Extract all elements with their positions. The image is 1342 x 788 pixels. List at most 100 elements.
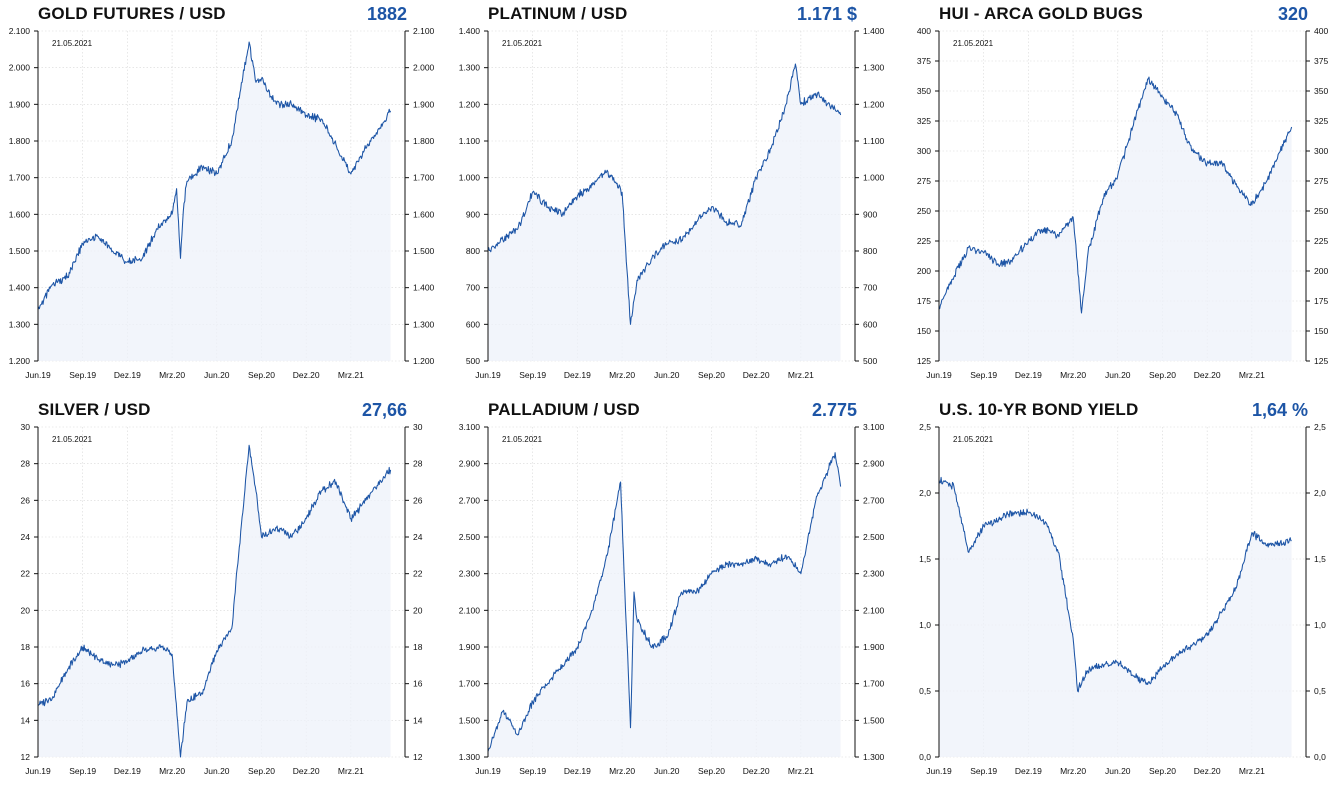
- y-tick-label-right: 22: [413, 569, 423, 579]
- series-line: [37, 41, 392, 310]
- y-tick-label-left: 300: [917, 146, 931, 156]
- chart-title: PLATINUM / USD: [488, 4, 628, 23]
- y-tick-label-right: 325: [1314, 116, 1328, 126]
- chart-palladium: 1.300 1.300 1.500 1.500 1.700 1.700 1.900 1.900…: [459, 422, 885, 776]
- y-tick-label-left: 20: [21, 605, 31, 615]
- series-area: [38, 445, 391, 757]
- y-tick-label-right: 1.400: [413, 283, 435, 293]
- series-area: [488, 64, 841, 361]
- y-tick-label-right: 225: [1314, 236, 1328, 246]
- x-tick-label: Sep.19: [519, 370, 546, 380]
- y-tick-label-left: 375: [917, 56, 931, 66]
- y-tick-label-left: 325: [917, 116, 931, 126]
- y-tick-label-right: 1.000: [863, 173, 885, 183]
- x-tick-label: Dez.19: [1015, 370, 1042, 380]
- current-value: 1,64 %: [1251, 400, 1308, 420]
- x-tick-label: Mrz.20: [609, 370, 635, 380]
- y-tick-label-right: 2.500: [863, 532, 885, 542]
- y-tick-label-left: 22: [21, 569, 31, 579]
- y-tick-label-left: 30: [21, 422, 31, 432]
- y-tick-label-left: 2.500: [459, 532, 481, 542]
- x-tick-label: Dez.20: [293, 370, 320, 380]
- series-area: [38, 42, 391, 361]
- chart-title: GOLD FUTURES / USD: [38, 4, 226, 23]
- chart-silver: 12 12 14 14 16 16 18 18 20 20 22 22 24 24 26 26 28 28 30 30…: [21, 422, 423, 776]
- y-tick-label-left: 1.800: [9, 136, 31, 146]
- chart-title: U.S. 10-YR BOND YIELD: [939, 400, 1139, 419]
- y-tick-label-left: 1.300: [9, 319, 31, 329]
- y-tick-label-right: 150: [1314, 326, 1328, 336]
- y-tick-label-left: 0,0: [919, 752, 931, 762]
- chart-platinum: 500 500 600 600 700 700 800 800 900 900 1.000 1.000…: [459, 26, 885, 380]
- y-tick-label-right: 28: [413, 459, 423, 469]
- y-tick-label-left: 0,5: [919, 686, 931, 696]
- y-tick-label-right: 0,5: [1314, 686, 1326, 696]
- current-value: 320: [1277, 4, 1308, 24]
- y-tick-label-right: 3.100: [863, 422, 885, 432]
- y-tick-label-right: 1.300: [863, 63, 885, 73]
- x-tick-label: Jun.20: [654, 370, 680, 380]
- series-line: [487, 452, 842, 752]
- y-tick-label-left: 14: [21, 715, 31, 725]
- y-tick-label-left: 18: [21, 642, 31, 652]
- y-tick-label-left: 1.300: [459, 752, 481, 762]
- x-tick-label: Mrz.20: [1060, 766, 1086, 776]
- x-tick-label: Sep.20: [698, 766, 725, 776]
- x-tick-label: Jun.19: [926, 370, 952, 380]
- y-tick-label-right: 1.200: [863, 99, 885, 109]
- y-tick-label-left: 700: [466, 283, 480, 293]
- x-tick-label: Mrz.21: [338, 766, 364, 776]
- y-tick-label-right: 1.800: [413, 136, 435, 146]
- y-tick-label-left: 1.000: [459, 173, 481, 183]
- y-tick-label-left: 12: [21, 752, 31, 762]
- chart-panel-bond-yield: 0,0 0,0 0,5 0,5 1,0 1,0 1,5 1,5 2,0 2,0 2,5 2,5 Jun.…: [901, 396, 1342, 788]
- y-tick-label-right: 125: [1314, 356, 1328, 366]
- chart-gold: 1.200 1.200 1.300 1.300 1.400 1.400 1.500 1.500…: [9, 26, 435, 380]
- y-tick-label-left: 1.900: [9, 99, 31, 109]
- y-tick-label-left: 1.700: [459, 679, 481, 689]
- series-line: [487, 63, 842, 325]
- x-tick-label: Dez.19: [114, 370, 141, 380]
- y-tick-label-left: 28: [21, 459, 31, 469]
- y-tick-label-left: 1.500: [459, 715, 481, 725]
- y-tick-label-left: 350: [917, 86, 931, 96]
- y-tick-label-left: 2.000: [9, 63, 31, 73]
- x-tick-label: Sep.19: [970, 370, 997, 380]
- x-tick-label: Dez.19: [1015, 766, 1042, 776]
- x-tick-label: Sep.19: [69, 370, 96, 380]
- x-tick-label: Mrz.21: [788, 766, 814, 776]
- y-tick-label-right: 2,0: [1314, 488, 1326, 498]
- y-tick-label-right: 250: [1314, 206, 1328, 216]
- date-label: 21.05.2021: [953, 435, 994, 444]
- chart-title: PALLADIUM / USD: [488, 400, 640, 419]
- date-label: 21.05.2021: [502, 39, 543, 48]
- y-tick-label-left: 125: [917, 356, 931, 366]
- series-line: [938, 476, 1292, 693]
- x-tick-label: Jun.20: [654, 766, 680, 776]
- series-area: [488, 452, 841, 757]
- y-tick-label-left: 800: [466, 246, 480, 256]
- x-tick-label: Mrz.21: [1239, 766, 1265, 776]
- series-area: [939, 77, 1292, 361]
- chart-bond-yield: 0,0 0,0 0,5 0,5 1,0 1,0 1,5 1,5 2,0 2,0 2,5 2,5 Jun.…: [919, 422, 1326, 776]
- x-tick-label: Jun.20: [1105, 370, 1131, 380]
- y-tick-label-left: 3.100: [459, 422, 481, 432]
- y-tick-label-right: 2.100: [863, 605, 885, 615]
- y-tick-label-left: 1.400: [9, 283, 31, 293]
- y-tick-label-left: 1.100: [459, 136, 481, 146]
- y-tick-label-right: 1.700: [863, 679, 885, 689]
- y-tick-label-right: 1.200: [413, 356, 435, 366]
- y-tick-label-right: 200: [1314, 266, 1328, 276]
- x-tick-label: Jun.19: [475, 766, 501, 776]
- y-tick-label-right: 800: [863, 246, 877, 256]
- x-tick-label: Dez.19: [114, 766, 141, 776]
- y-tick-label-left: 2,0: [919, 488, 931, 498]
- y-tick-label-right: 2.700: [863, 495, 885, 505]
- x-tick-label: Mrz.21: [788, 370, 814, 380]
- y-tick-label-left: 26: [21, 495, 31, 505]
- x-tick-label: Mrz.20: [159, 766, 185, 776]
- y-tick-label-left: 150: [917, 326, 931, 336]
- x-tick-label: Mrz.21: [1239, 370, 1265, 380]
- y-tick-label-right: 12: [413, 752, 423, 762]
- y-tick-label-left: 1.600: [9, 209, 31, 219]
